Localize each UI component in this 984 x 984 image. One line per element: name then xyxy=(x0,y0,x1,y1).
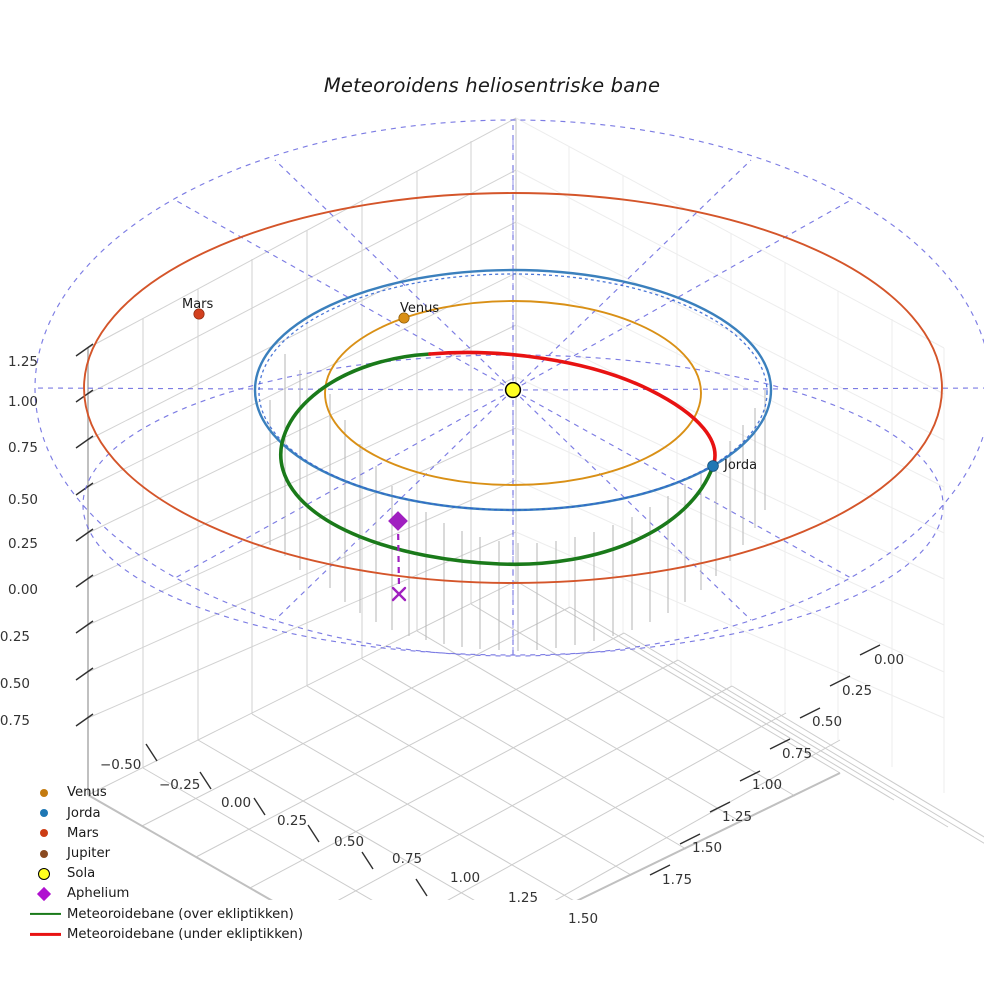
circle-marker-icon xyxy=(40,809,48,818)
legend-item-aphelium[interactable]: Aphelium xyxy=(24,884,324,904)
legend-item-mars[interactable]: Mars xyxy=(24,823,324,843)
orbit-jorda-dashed xyxy=(258,273,768,511)
legend-item-jupiter[interactable]: Jupiter xyxy=(24,844,324,864)
aphelion-projection-x-icon xyxy=(391,586,407,602)
aphelion-marker xyxy=(388,511,408,531)
legend-marker-6 xyxy=(24,904,66,924)
orbit-mars xyxy=(83,192,943,584)
legend-label: Aphelium xyxy=(67,886,130,902)
legend-item-meteoroidebane-over-ekliptikken[interactable]: Meteoroidebane (over ekliptikken) xyxy=(24,904,324,924)
legend-marker-5 xyxy=(24,884,66,904)
legend-item-jorda[interactable]: Jorda xyxy=(24,803,324,823)
meteoroid-orbit-above-ecliptic xyxy=(279,352,715,567)
legend-item-meteoroidebane-under-ekliptikken[interactable]: Meteoroidebane (under ekliptikken) xyxy=(24,924,324,944)
line-marker-icon xyxy=(30,913,61,916)
reference-dashed-lines xyxy=(34,119,984,660)
pane-back-left xyxy=(87,117,517,795)
line-marker-icon xyxy=(30,933,61,936)
y-axis-spine-right xyxy=(576,772,841,900)
circle-marker-icon xyxy=(40,849,48,858)
mars-marker xyxy=(193,308,205,320)
legend-marker-1 xyxy=(24,803,66,823)
legend-label: Mars xyxy=(67,825,99,841)
axis-spines xyxy=(87,348,841,900)
x-axis-spine xyxy=(87,794,273,900)
axes-3d-panes xyxy=(34,117,984,900)
legend-label: Jorda xyxy=(67,805,101,821)
axis-ticks xyxy=(75,343,881,897)
circle-marker-icon xyxy=(38,867,50,880)
meteoroid-stem-lines xyxy=(269,354,766,651)
legend-label: Meteoroidebane (over ekliptikken) xyxy=(67,906,294,922)
sola-marker xyxy=(504,381,522,399)
venus-marker xyxy=(398,312,410,324)
legend: Venus Jorda Mars Jupiter Sola Aphelium Meteoro… xyxy=(24,783,324,945)
legend-label: Sola xyxy=(67,866,96,882)
legend-marker-4 xyxy=(24,864,66,884)
meteoroid-orbit-below-ecliptic xyxy=(428,350,717,468)
circle-marker-icon xyxy=(40,789,48,798)
circle-marker-icon xyxy=(40,829,48,838)
legend-marker-7 xyxy=(24,924,66,944)
page-title: Meteoroidens heliosentriske bane xyxy=(323,74,661,97)
legend-item-sola[interactable]: Sola xyxy=(24,864,324,884)
legend-label: Jupiter xyxy=(67,846,110,862)
legend-marker-3 xyxy=(24,844,66,864)
diamond-marker-icon xyxy=(36,886,52,902)
legend-label: Venus xyxy=(67,785,107,801)
legend-label: Meteoroidebane (under ekliptikken) xyxy=(67,926,303,942)
jorda-marker xyxy=(707,460,719,472)
legend-marker-0 xyxy=(24,783,66,803)
orbit-venus xyxy=(324,300,702,486)
legend-item-venus[interactable]: Venus xyxy=(24,783,324,803)
legend-marker-2 xyxy=(24,823,66,843)
